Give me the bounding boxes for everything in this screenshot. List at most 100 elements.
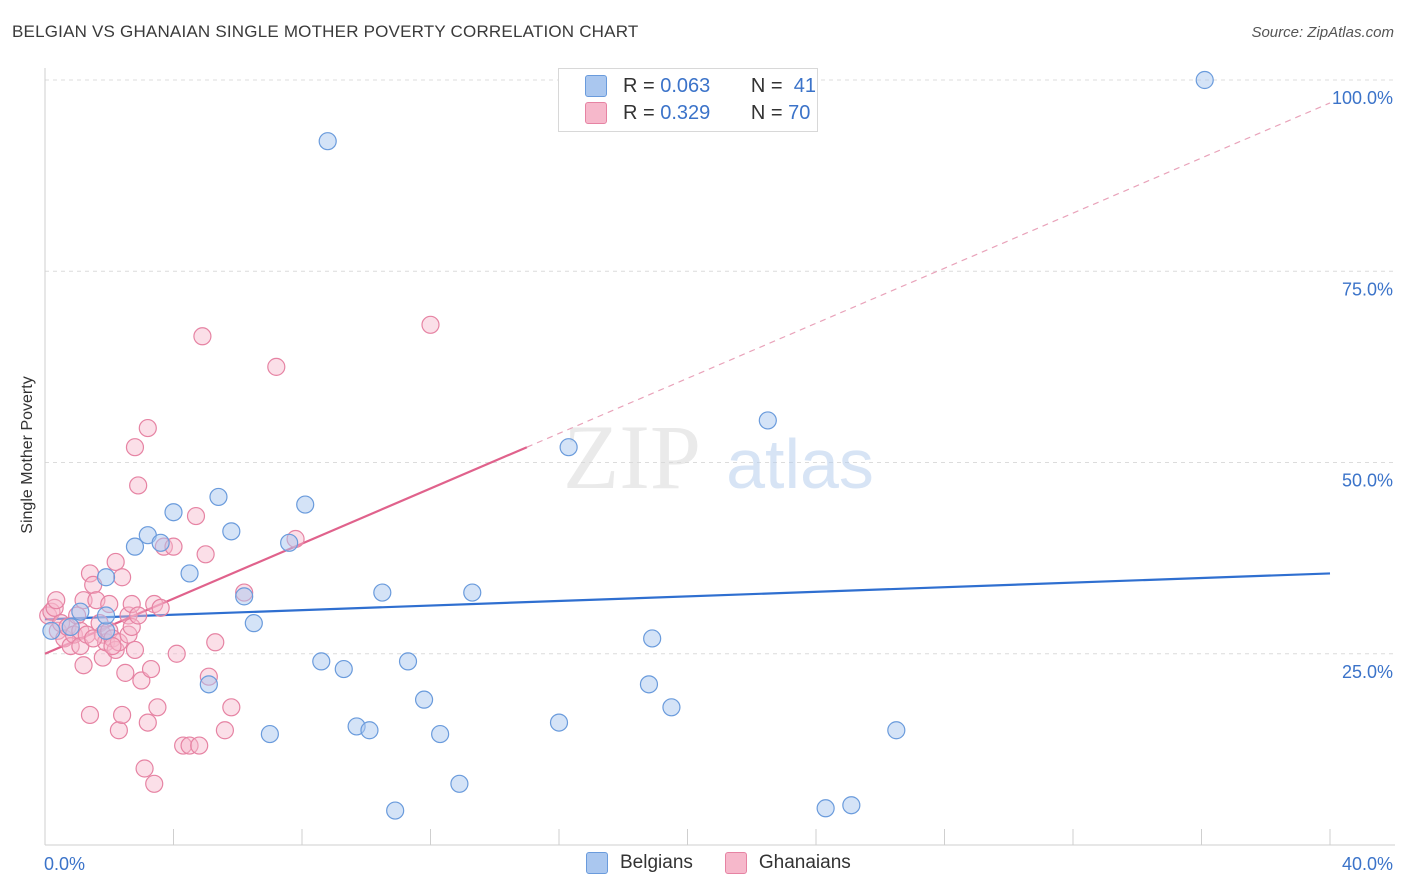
legend-n-label: N = (750, 74, 783, 97)
point-belgians (334, 659, 353, 679)
bottom-legend-swatch-belgians (586, 852, 608, 874)
point-ghanaians (151, 598, 170, 617)
point-belgians (42, 621, 61, 640)
point-belgians (209, 487, 228, 507)
point-belgians (280, 533, 299, 552)
point-belgians (386, 801, 405, 820)
point-belgians (463, 583, 482, 602)
point-ghanaians (193, 327, 212, 346)
point-belgians (662, 698, 681, 717)
point-ghanaians (215, 721, 234, 740)
point-ghanaians (109, 721, 128, 740)
point-belgians (96, 606, 116, 625)
point-ghanaians (122, 617, 141, 637)
point-ghanaians (167, 644, 186, 663)
point-belgians (1195, 70, 1214, 90)
bottom-legend-ghanaians: Ghanaians (724, 852, 851, 874)
point-ghanaians (186, 506, 206, 526)
bottom-legend-swatch-ghanaians (724, 852, 747, 874)
data-points (39, 70, 1214, 820)
point-ghanaians (47, 591, 66, 610)
point-belgians (71, 602, 90, 621)
point-belgians (559, 438, 578, 457)
point-ghanaians (141, 659, 161, 679)
point-belgians (758, 411, 777, 430)
point-ghanaians (138, 418, 157, 438)
point-ghanaians (119, 606, 138, 625)
point-ghanaians (222, 698, 241, 717)
legend-r-value: 0.329 (660, 101, 711, 124)
y-axis-label: Single Mother Poverty (19, 376, 36, 534)
bottom-legend-label-ghanaians: Ghanaians (758, 852, 851, 873)
point-belgians (431, 724, 450, 744)
point-ghanaians (129, 606, 148, 625)
y-tick-label: 50.0% (1342, 471, 1393, 491)
point-belgians (222, 522, 241, 541)
point-belgians (312, 652, 331, 671)
point-belgians (125, 537, 145, 556)
point-belgians (414, 690, 434, 709)
tick-labels: 25.0% 50.0% 75.0% 100.0% 0.0% 40.0% (44, 88, 1393, 874)
point-ghanaians (180, 736, 199, 755)
point-ghanaians (135, 759, 154, 778)
source-label: Source: ZipAtlas.com (1251, 24, 1394, 41)
point-belgians (164, 503, 183, 522)
bottom-legend: Belgians Ghanaians (586, 852, 883, 874)
point-ghanaians (138, 713, 157, 732)
legend-row-ghanaians: R = 0.329 N = 70 (585, 100, 810, 126)
point-belgians (887, 721, 906, 740)
point-ghanaians (103, 636, 122, 656)
point-belgians (373, 583, 392, 602)
point-belgians (549, 713, 569, 732)
y-tick-label: 25.0% (1342, 662, 1393, 682)
point-ghanaians (116, 663, 135, 682)
point-ghanaians (106, 552, 125, 572)
point-ghanaians (206, 633, 225, 652)
legend-n-value: 70 (788, 101, 811, 124)
point-belgians (842, 796, 861, 815)
point-belgians (398, 652, 418, 671)
legend-r-label: R = (623, 101, 655, 124)
point-belgians (235, 587, 254, 606)
trend-lines (44, 102, 1331, 655)
point-belgians (96, 568, 116, 587)
legend: R = 0.063 N = 41 R = 0.329 N = 70 (558, 68, 818, 132)
point-belgians (318, 132, 337, 151)
watermark: ZIP atlas (563, 406, 874, 508)
point-belgians (296, 495, 315, 514)
bottom-legend-belgians: Belgians (586, 852, 693, 874)
point-ghanaians (74, 656, 93, 675)
legend-swatch-ghanaians (585, 102, 607, 124)
legend-n-label: N = (750, 101, 783, 124)
axes (44, 68, 1395, 846)
point-belgians (816, 799, 835, 818)
point-belgians (151, 533, 170, 552)
point-ghanaians (421, 315, 440, 334)
point-belgians (450, 774, 469, 793)
point-ghanaians (190, 736, 209, 755)
point-ghanaians (267, 357, 286, 376)
point-ghanaians (112, 705, 132, 725)
point-ghanaians (145, 774, 164, 793)
point-ghanaians (45, 598, 64, 617)
point-ghanaians (125, 438, 145, 457)
point-belgians (244, 614, 263, 633)
point-ghanaians (112, 568, 132, 587)
x-tick-label-max: 40.0% (1342, 854, 1393, 874)
point-ghanaians (148, 698, 167, 717)
point-belgians (643, 629, 662, 648)
chart-title: BELGIAN VS GHANAIAN SINGLE MOTHER POVERT… (12, 22, 639, 41)
y-tick-label: 75.0% (1342, 279, 1393, 299)
point-belgians (360, 721, 379, 740)
watermark-atlas: atlas (726, 425, 874, 503)
legend-r-value: 0.063 (660, 74, 711, 97)
point-belgians (180, 564, 199, 583)
point-ghanaians (196, 545, 215, 564)
legend-r-label: R = (623, 74, 655, 97)
point-belgians (639, 675, 659, 694)
point-ghanaians (122, 594, 141, 614)
point-belgians (199, 675, 218, 694)
trend-line-belgians (44, 572, 1331, 621)
legend-swatch-belgians (585, 75, 607, 97)
y-tick-label: 100.0% (1332, 88, 1393, 108)
